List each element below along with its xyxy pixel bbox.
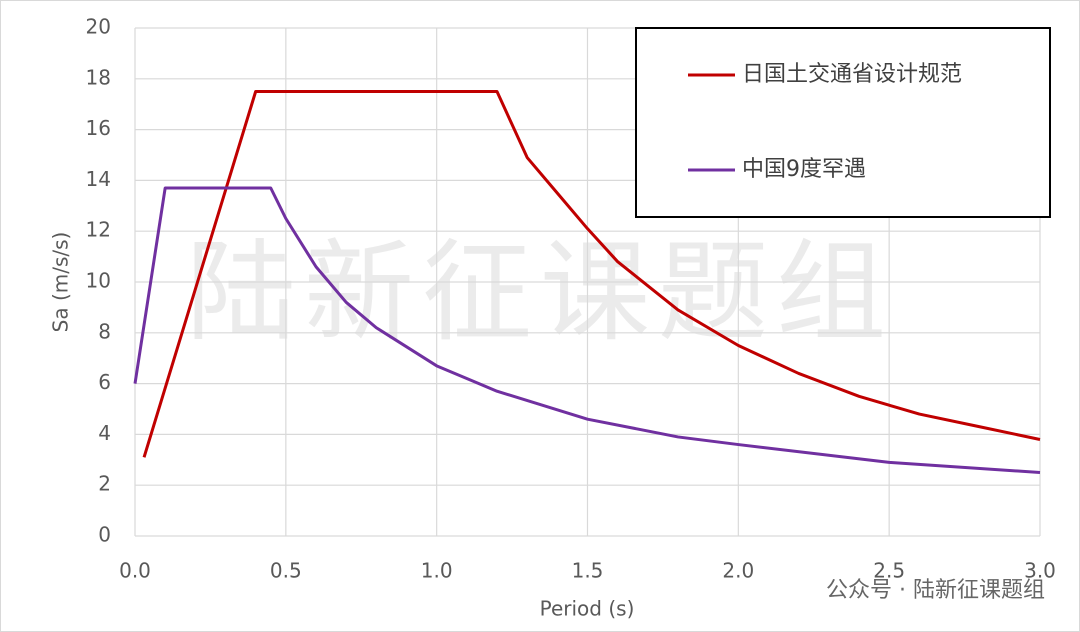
y-tick-label: 20 [86, 15, 111, 39]
x-tick-label: 1.0 [421, 559, 453, 583]
x-tick-label: 0.5 [270, 559, 302, 583]
y-tick-label: 14 [86, 167, 111, 191]
y-tick-label: 2 [98, 472, 111, 496]
x-axis-label: Period (s) [540, 597, 635, 621]
x-tick-label: 1.5 [572, 559, 604, 583]
y-tick-label: 0 [98, 523, 111, 547]
y-axis-label: Sa (m/s/s) [49, 232, 73, 333]
series-line [142, 90, 1041, 458]
series-line [133, 186, 1041, 474]
y-tick-label: 4 [98, 421, 111, 445]
y-tick-label: 8 [98, 319, 111, 343]
legend-box [635, 27, 1051, 218]
x-tick-label: 0.0 [119, 559, 151, 583]
y-tick-label: 10 [86, 269, 111, 293]
y-tick-label: 12 [86, 218, 111, 242]
x-tick-label: 2.5 [873, 559, 905, 583]
watermark: 陆新征课题组 [186, 228, 894, 356]
y-tick-label: 18 [86, 65, 111, 89]
footer: 公众号 · 陆新征课题组 [826, 578, 1045, 603]
x-tick-label: 2.0 [722, 559, 754, 583]
y-tick-label: 16 [86, 116, 111, 140]
x-tick-label: 3.0 [1024, 559, 1056, 583]
y-tick-label: 6 [98, 370, 111, 394]
legend-label: 中国9度罕遇 [742, 157, 866, 182]
legend-label: 日国土交通省设计规范 [742, 62, 962, 87]
